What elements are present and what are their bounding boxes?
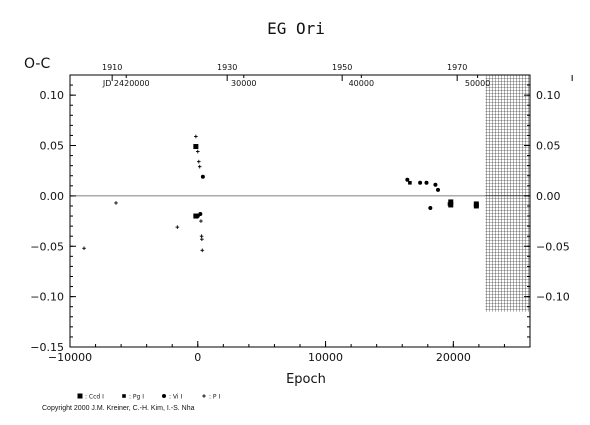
y-tick-label: 0.10 [40,89,65,102]
top-year-label: 1950 [332,63,352,72]
series-group [82,134,205,253]
y-axis-label: O-C [24,56,50,72]
y-tick-label: 0.05 [40,140,65,153]
legend-label: : Ccd I [85,394,104,401]
data-point-circle [436,187,440,192]
series-group [193,144,479,219]
series-group [195,174,440,219]
plot-frame [69,74,531,348]
jd-label: JD 2420000 [102,79,150,88]
data-point-circle [433,182,438,187]
data-point-circle [162,394,166,398]
x-tick-label: 20000 [436,351,471,364]
y-right-tick-label: −0.05 [536,240,570,253]
x-axis-label: Epoch [286,372,326,387]
y-tick-label: −0.05 [30,240,64,253]
data-point-square [193,144,199,150]
legend-label: : Vi I [169,394,182,401]
data-point-small-square [122,394,126,398]
jd-label: 30000 [231,79,256,88]
x-tick-label: 0 [194,351,201,364]
data-point-small-square [408,180,412,185]
top-year-label: 1930 [217,63,237,72]
data-point-circle [198,212,203,217]
data-point-circle [418,180,423,185]
jd-label: 40000 [349,79,374,88]
data-point-circle [200,174,205,179]
y-right-tick-label: 0.00 [536,190,561,203]
copyright-notice: Copyright 2000 J.M. Kreiner, C.-H. Kim, … [42,405,195,412]
legend: : Ccd I : Pg I : Vi I : P I [77,393,220,401]
top-year-label: 1970 [447,63,467,72]
data-point-small-square [447,202,452,206]
y-tick-label: 0.00 [40,190,65,203]
x-tick-label: −10000 [48,351,92,364]
data-point-square [473,203,479,209]
legend-label: : P I [209,394,220,401]
data-point-circle [428,205,433,210]
y-tick-label: −0.10 [30,291,64,304]
y-tick-label: −0.15 [30,341,64,354]
jd-label: 50000 [465,79,490,88]
legend-label: : Pg I [129,394,144,401]
chart-title: EG Ori [267,19,325,38]
data-point-square [77,393,83,399]
y-right-tick-label: 0.10 [536,89,561,102]
hatched-region [485,75,530,312]
x-tick-label: 10000 [308,351,343,364]
data-point-circle [405,177,410,182]
data-point-circle [424,180,429,185]
y-right-tick-label: −0.10 [536,291,570,304]
y-right-tick-label: 0.05 [536,140,561,153]
data-point-square [448,199,454,205]
top-year-label: 1910 [102,63,122,72]
series-group [408,180,452,206]
